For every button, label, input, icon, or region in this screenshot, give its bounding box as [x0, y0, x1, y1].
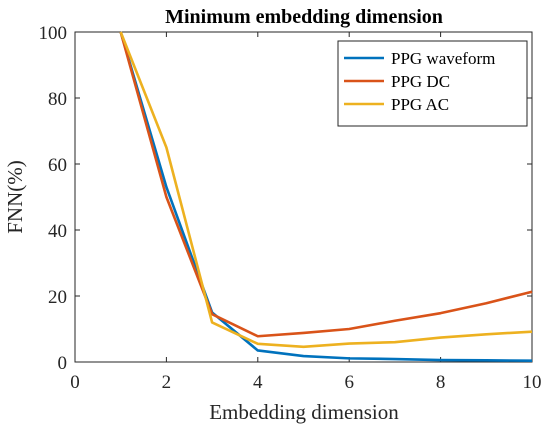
series-layer: [119, 31, 533, 362]
y-tick-label: 80: [48, 89, 67, 110]
y-tick-label: 40: [48, 221, 67, 242]
y-tick-label: 60: [48, 155, 67, 176]
y-tick-label: 100: [39, 23, 68, 44]
y-tick-label: 20: [48, 287, 67, 308]
legend-label: PPG DC: [391, 72, 450, 91]
legend-box: [337, 40, 528, 127]
series-line-2: [119, 31, 533, 338]
x-tick-label: 6: [344, 372, 354, 393]
x-tick-label: 8: [436, 372, 446, 393]
series-line-3: [119, 31, 533, 349]
chart-title: Minimum embedding dimension: [165, 6, 443, 28]
x-tick-label: 0: [70, 372, 80, 393]
x-tick-label: 2: [162, 372, 172, 393]
legend: PPG waveform PPG DC PPG AC: [337, 40, 528, 127]
y-tick-label: 0: [58, 353, 68, 374]
y-axis-label: FNN(%): [3, 160, 27, 234]
legend-label: PPG waveform: [391, 49, 495, 68]
series-line-1: [119, 31, 533, 362]
x-tick-label: 4: [253, 372, 263, 393]
legend-label: PPG AC: [391, 95, 449, 114]
x-tick-label: 10: [523, 372, 542, 393]
x-axis-label: Embedding dimension: [209, 400, 399, 424]
